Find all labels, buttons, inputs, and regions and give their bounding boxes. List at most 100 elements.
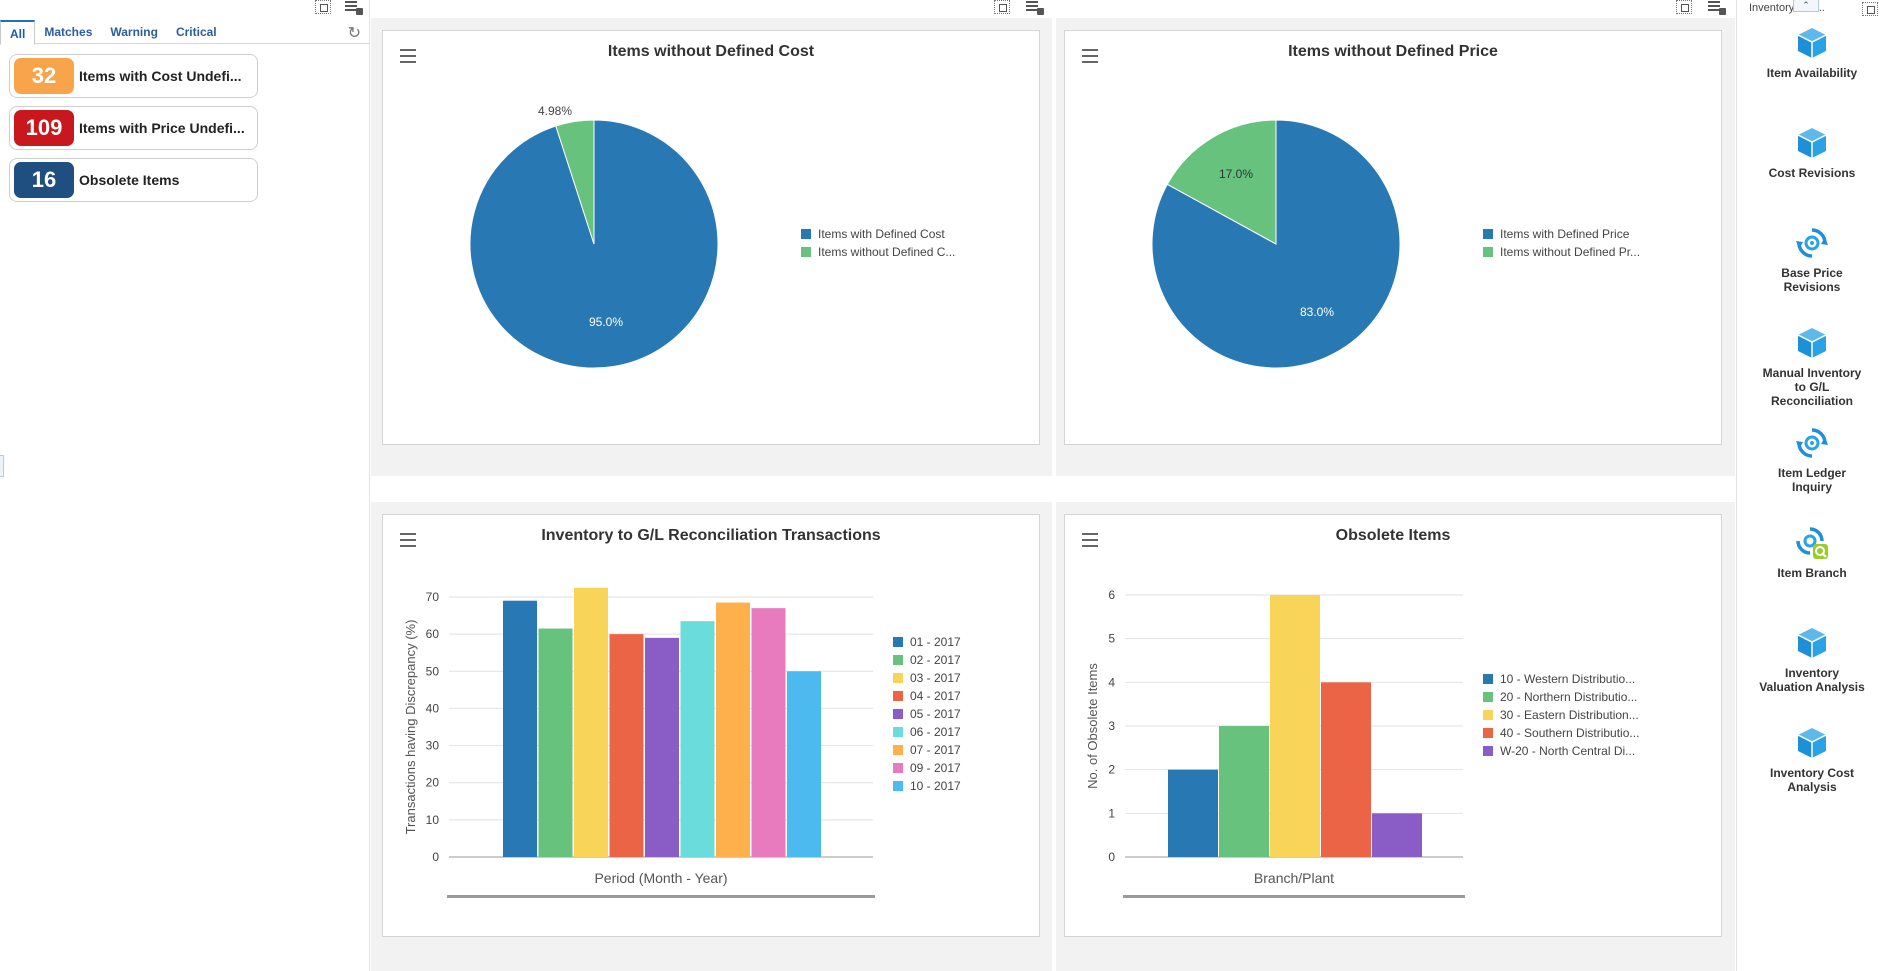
legend-item[interactable]: 10 - 2017 xyxy=(893,777,961,795)
springboard-tile[interactable]: Base Price Revisions xyxy=(1757,226,1867,294)
legend-swatch xyxy=(1483,229,1493,239)
bar[interactable] xyxy=(1219,726,1269,857)
legend-item[interactable]: W-20 - North Central Di... xyxy=(1483,742,1639,760)
watchlist-item-obsolete[interactable]: 16 Obsolete Items xyxy=(9,158,258,202)
bar[interactable] xyxy=(609,634,644,857)
legend-label: W-20 - North Central Di... xyxy=(1500,744,1636,758)
legend-item[interactable]: 30 - Eastern Distribution... xyxy=(1483,706,1639,724)
bar[interactable] xyxy=(503,600,537,857)
springboard-tile[interactable]: Item Availability xyxy=(1757,26,1867,80)
cube-icon xyxy=(1757,326,1867,360)
watchlist-item-cost-undefined[interactable]: 32 Items with Cost Undefi... xyxy=(9,54,258,98)
springboard-tile[interactable]: Cost Revisions xyxy=(1757,126,1867,180)
legend-item[interactable]: 05 - 2017 xyxy=(893,705,961,723)
legend-item[interactable]: 07 - 2017 xyxy=(893,741,961,759)
bar[interactable] xyxy=(1270,595,1320,857)
price-chart-toolbar xyxy=(1676,0,1726,18)
legend-item[interactable]: 03 - 2017 xyxy=(893,669,961,687)
watchlist-panel: All Matches Warning Critical ↻ 32 Items … xyxy=(0,0,370,971)
legend-swatch xyxy=(1483,746,1493,756)
y-tick-label: 30 xyxy=(426,739,440,753)
chart-menu-icon[interactable] xyxy=(400,533,416,547)
legend-item[interactable]: 04 - 2017 xyxy=(893,687,961,705)
panel-options-icon[interactable] xyxy=(1708,0,1726,15)
count-badge: 16 xyxy=(14,162,74,198)
legend-item[interactable]: 40 - Southern Distributio... xyxy=(1483,724,1639,742)
legend-label: Items with Defined Price xyxy=(1500,227,1630,241)
fit-to-window-icon[interactable] xyxy=(315,0,331,14)
bar[interactable] xyxy=(574,587,608,857)
bar[interactable] xyxy=(751,608,786,857)
tab-critical[interactable]: Critical xyxy=(175,25,217,39)
tab-warning[interactable]: Warning xyxy=(110,25,158,39)
chart-title: Obsolete Items xyxy=(1335,527,1451,544)
panel-resize-handle[interactable] xyxy=(0,455,4,477)
chart-menu-icon[interactable] xyxy=(400,49,416,63)
bar[interactable] xyxy=(645,637,679,857)
bar[interactable] xyxy=(716,602,750,857)
bar[interactable] xyxy=(538,628,573,857)
count-badge: 109 xyxy=(14,110,74,146)
panel-options-icon[interactable] xyxy=(1026,0,1044,15)
legend-item[interactable]: 20 - Northern Distributio... xyxy=(1483,688,1639,706)
springboard-tile[interactable]: Inventory Cost Analysis xyxy=(1757,726,1867,794)
tab-matches[interactable]: Matches xyxy=(44,25,93,39)
legend-item[interactable]: Items without Defined C... xyxy=(801,243,955,261)
panel-divider xyxy=(1052,18,1056,971)
horizontal-scrollbar[interactable] xyxy=(1123,895,1465,898)
x-axis-title: Branch/Plant xyxy=(1254,870,1334,886)
watchlist-item-price-undefined[interactable]: 109 Items with Price Undefi... xyxy=(9,106,258,150)
recon-bar-chart: 0 10 20 30 40 50 60 70 Period (Month - Year) Tran… xyxy=(403,587,875,898)
legend-item[interactable]: 09 - 2017 xyxy=(893,759,961,777)
y-tick-label: 4 xyxy=(1108,675,1115,689)
pie-slice[interactable] xyxy=(1166,119,1277,245)
bar[interactable] xyxy=(1168,769,1218,857)
legend-item[interactable]: 02 - 2017 xyxy=(893,651,961,669)
pie-slice[interactable] xyxy=(555,119,595,245)
legend-label: 05 - 2017 xyxy=(910,707,961,721)
y-tick-label: 3 xyxy=(1108,719,1115,733)
bar[interactable] xyxy=(1321,682,1371,857)
springboard-tile[interactable]: Inventory Valuation Analysis xyxy=(1757,626,1867,694)
springboard-tile[interactable]: Item Ledger Inquiry xyxy=(1757,426,1867,494)
legend-label: 06 - 2017 xyxy=(910,725,961,739)
chart-menu-icon[interactable] xyxy=(1082,49,1098,63)
refresh-icon[interactable]: ↻ xyxy=(347,25,361,42)
legend-item[interactable]: Items without Defined Pr... xyxy=(1483,243,1640,261)
legend-item[interactable]: 01 - 2017 xyxy=(893,633,961,651)
cost-pie-chart: 95.0% 4.98% xyxy=(469,104,719,369)
legend-swatch xyxy=(893,691,903,701)
tab-all[interactable]: All xyxy=(0,20,36,45)
recon-chart-card: Inventory to G/L Reconciliation Transact… xyxy=(382,514,1040,937)
horizontal-scrollbar[interactable] xyxy=(447,895,875,898)
bar[interactable] xyxy=(1372,813,1422,857)
watchlist-item-label: Items with Cost Undefi... xyxy=(79,68,242,84)
legend-swatch xyxy=(893,745,903,755)
bar[interactable] xyxy=(787,671,821,857)
legend-item[interactable]: 06 - 2017 xyxy=(893,723,961,741)
count-badge: 32 xyxy=(14,58,74,94)
legend-label: 10 - Western Distributio... xyxy=(1500,672,1636,686)
legend-label: Items without Defined Pr... xyxy=(1500,245,1641,259)
collapse-chevron-icon[interactable]: ⌃ xyxy=(1793,0,1819,12)
legend-swatch xyxy=(1483,247,1493,257)
fit-to-window-icon[interactable] xyxy=(994,0,1010,14)
legend-item[interactable]: Items with Defined Cost xyxy=(801,225,955,243)
legend-item[interactable]: 10 - Western Distributio... xyxy=(1483,670,1639,688)
springboard-tile[interactable]: Item Branch xyxy=(1757,526,1867,580)
chart-legend: Items with Defined Cost Items without De… xyxy=(801,225,955,261)
y-tick-label: 1 xyxy=(1108,806,1115,820)
panel-options-icon[interactable] xyxy=(345,0,363,15)
springboard-tile[interactable]: Manual Inventory to G/L Reconciliation xyxy=(1757,326,1867,408)
pie-slice-label: 17.0% xyxy=(1219,167,1253,181)
cube-icon xyxy=(1757,726,1867,760)
cost-chart-toolbar xyxy=(994,0,1044,18)
fit-to-window-icon[interactable] xyxy=(1862,2,1878,16)
chart-menu-icon[interactable] xyxy=(1082,533,1098,547)
price-chart-card: Items without Defined Price 83.0% 17.0% I… xyxy=(1064,30,1722,445)
legend-label: 30 - Eastern Distribution... xyxy=(1500,708,1639,722)
bar[interactable] xyxy=(680,621,715,857)
legend-item[interactable]: Items with Defined Price xyxy=(1483,225,1640,243)
tile-label: Base Price Revisions xyxy=(1781,266,1843,294)
fit-to-window-icon[interactable] xyxy=(1676,0,1692,14)
